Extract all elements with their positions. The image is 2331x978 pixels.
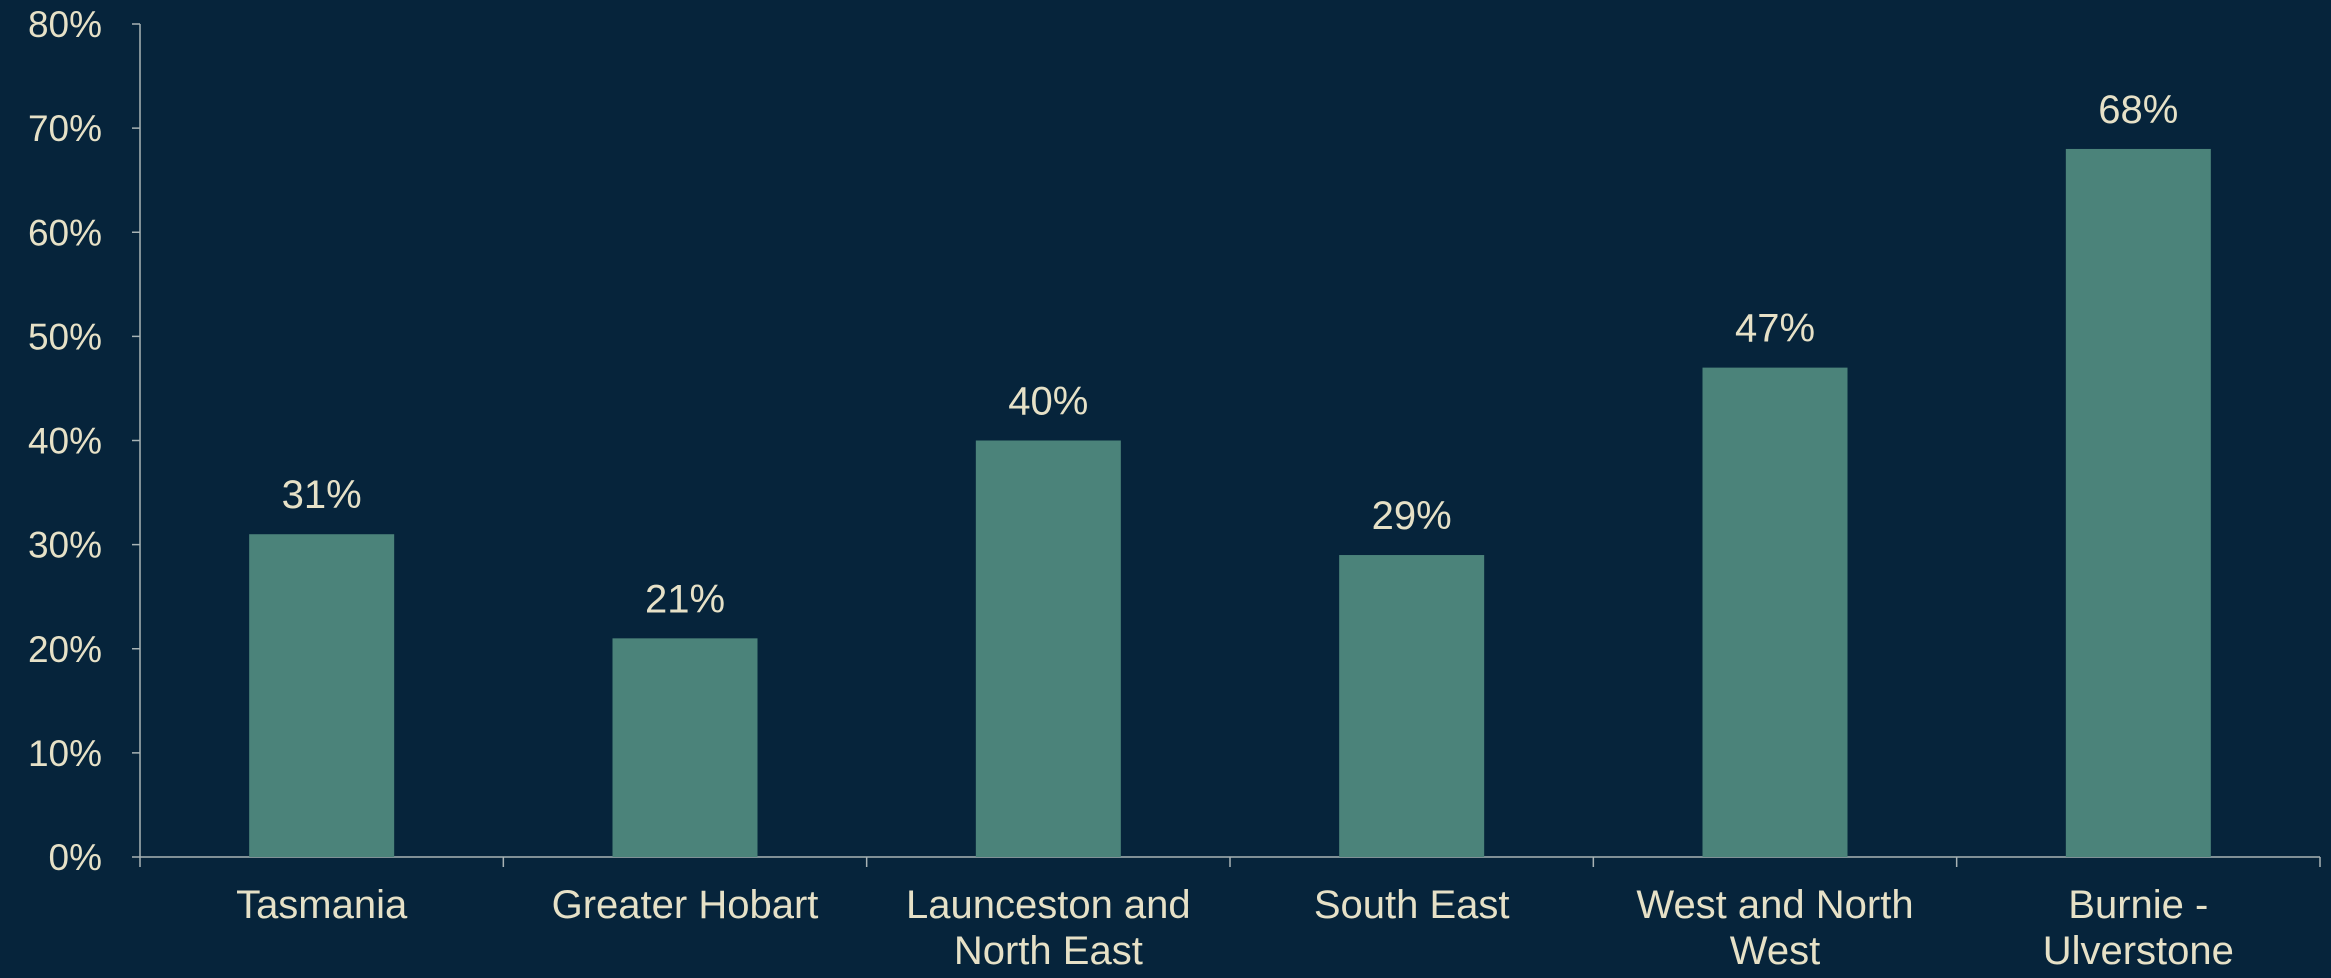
data-label: 21% — [645, 577, 725, 621]
x-category-label: Tasmania — [236, 883, 408, 927]
bar — [1339, 555, 1485, 857]
x-category-label: West and North West — [1636, 883, 1913, 973]
x-category-label-line: West — [1730, 929, 1820, 973]
data-label: 68% — [2098, 88, 2178, 132]
bar — [612, 638, 758, 857]
x-category-label-line: West and North — [1636, 883, 1913, 927]
x-category-label: South East — [1314, 883, 1510, 927]
y-tick-label: 70% — [28, 108, 102, 149]
x-category-label-line: North East — [954, 929, 1143, 973]
data-label: 47% — [1735, 307, 1815, 351]
y-tick-label: 10% — [28, 733, 102, 774]
x-category-label-line: South East — [1314, 883, 1510, 927]
y-tick-label: 40% — [28, 421, 102, 462]
data-label: 29% — [1372, 494, 1452, 538]
x-category-label-line: Burnie - — [2068, 883, 2208, 927]
bar — [975, 440, 1121, 857]
x-category-label-line: Launceston and — [906, 883, 1191, 927]
y-tick-label: 50% — [28, 316, 102, 357]
data-label: 40% — [1008, 380, 1088, 424]
bar — [1702, 367, 1848, 857]
x-category-label-line: Greater Hobart — [552, 883, 819, 927]
y-tick-label: 20% — [28, 629, 102, 670]
y-tick-label: 30% — [28, 525, 102, 566]
bar — [249, 534, 395, 857]
data-label: 31% — [282, 473, 362, 517]
x-category-label-line: Ulverstone — [2043, 929, 2234, 973]
x-category-label: Greater Hobart — [552, 883, 819, 927]
x-category-label: Launceston and North East — [906, 883, 1191, 973]
bar — [2065, 148, 2211, 857]
x-category-label-line: Tasmania — [236, 883, 408, 927]
y-tick-label: 80% — [28, 4, 102, 45]
y-tick-label: 0% — [49, 837, 102, 878]
x-category-label: Burnie -Ulverstone — [2043, 883, 2234, 973]
y-tick-label: 60% — [28, 212, 102, 253]
